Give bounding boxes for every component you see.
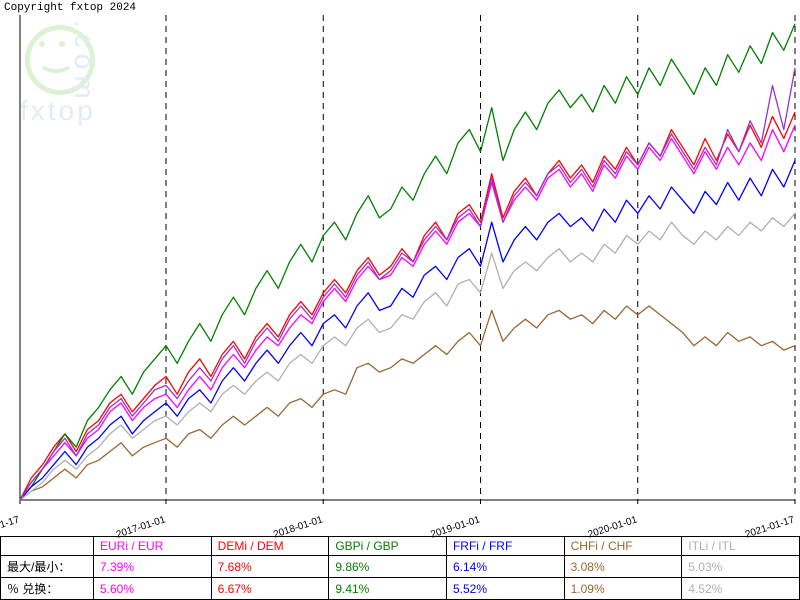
legend-conv-ITLi: 4.52% [682, 578, 800, 600]
legend-maxmin-GBPi: 9.86% [329, 556, 447, 578]
legend-header-maxmin: 最大/最小： [1, 556, 94, 578]
legend-conv-DEMi: 6.67% [211, 578, 329, 600]
series-EURi [20, 125, 795, 500]
legend-conv-GBPi: 9.41% [329, 578, 447, 600]
legend-maxmin-CHFi: 3.08% [564, 556, 682, 578]
legend-header-blank [1, 537, 94, 556]
legend-name-DEMi: DEMi / DEM [211, 537, 329, 556]
legend-maxmin-EURi: 7.39% [94, 556, 212, 578]
legend-maxmin-DEMi: 7.68% [211, 556, 329, 578]
legend-maxmin-FRFi: 6.14% [446, 556, 564, 578]
series-DEMi [20, 112, 795, 500]
legend-name-EURi: EURi / EUR [94, 537, 212, 556]
series-ITLi [20, 213, 795, 500]
legend-maxmin-ITLi: 5.03% [682, 556, 800, 578]
legend-name-ITLi: ITLi / ITL [682, 537, 800, 556]
legend-conv-FRFi: 5.52% [446, 578, 564, 600]
series-CHFi [20, 306, 795, 500]
legend-header-conv: ％ 兑换： [1, 578, 94, 600]
legend-name-FRFi: FRFi / FRF [446, 537, 564, 556]
legend-name-CHFi: CHFi / CHF [564, 537, 682, 556]
series-FRFi [20, 161, 795, 501]
line-chart [0, 0, 800, 540]
legend-conv-CHFi: 1.09% [564, 578, 682, 600]
legend-table: EURi / EURDEMi / DEMGBPi / GBPFRFi / FRF… [0, 536, 800, 600]
copyright-text: Copyright fxtop 2024 [4, 2, 136, 14]
legend-conv-EURi: 5.60% [94, 578, 212, 600]
legend-name-GBPi: GBPi / GBP [329, 537, 447, 556]
